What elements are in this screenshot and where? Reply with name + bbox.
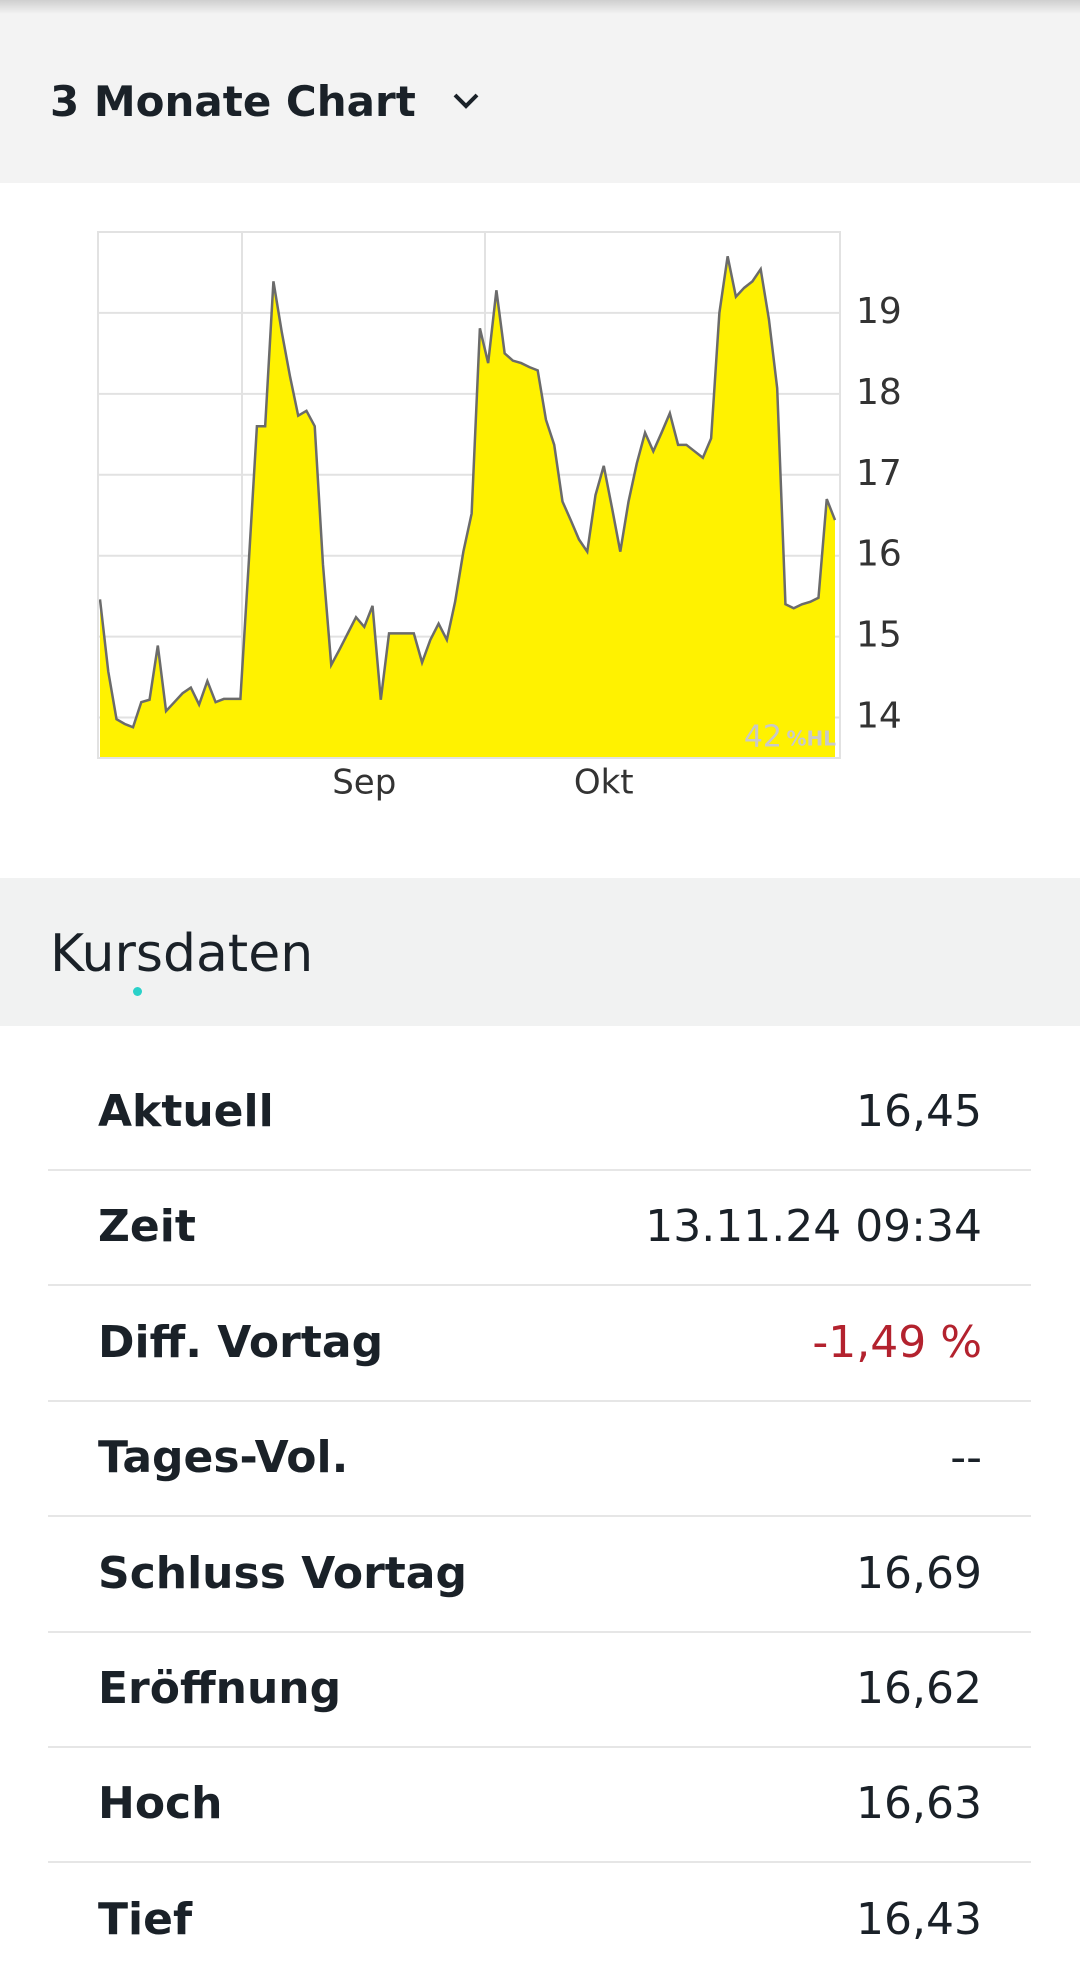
table-row: Tages-Vol. -- xyxy=(48,1400,1031,1518)
y-tick-label: 15 xyxy=(856,615,902,656)
row-value: -- xyxy=(950,1432,982,1484)
plot-border xyxy=(97,231,841,759)
table-row: Eröffnung 16,62 xyxy=(48,1631,1031,1748)
row-label: Aktuell xyxy=(98,1086,274,1137)
dropdown-icon[interactable] xyxy=(452,92,480,110)
top-shadow xyxy=(0,0,1080,14)
row-value: -1,49 % xyxy=(812,1316,982,1368)
x-tick-label: Okt xyxy=(574,763,634,803)
x-tick-label: Sep xyxy=(332,763,396,803)
table-row: Aktuell 16,45 xyxy=(48,1054,1031,1171)
header-title: 3 Monate Chart xyxy=(50,77,416,126)
y-tick-label: 18 xyxy=(856,372,902,413)
watermark-value: 42 xyxy=(744,720,782,755)
chart: 14 15 16 17 18 19 Sep Okt 42 %HL xyxy=(97,231,902,803)
table-row: Zeit 13.11.24 09:34 xyxy=(48,1169,1031,1287)
row-label: Schluss Vortag xyxy=(98,1547,467,1599)
y-tick-label: 16 xyxy=(856,534,902,575)
y-tick-label: 17 xyxy=(856,453,902,494)
row-label: Eröffnung xyxy=(98,1663,342,1714)
row-label: Tief xyxy=(98,1893,193,1945)
y-tick-label: 19 xyxy=(856,291,902,332)
table-row: Diff. Vortag -1,49 % xyxy=(48,1285,1031,1402)
row-label: Hoch xyxy=(98,1778,223,1830)
table-row: Hoch 16,63 xyxy=(48,1746,1031,1864)
row-label: Tages-Vol. xyxy=(98,1432,349,1484)
chart-header[interactable]: 3 Monate Chart xyxy=(0,14,1080,183)
table-row: Schluss Vortag 16,69 xyxy=(48,1516,1031,1633)
area xyxy=(100,256,835,758)
row-label: Zeit xyxy=(98,1201,196,1253)
y-tick-label: 14 xyxy=(856,696,902,737)
section-title: Kursdaten xyxy=(50,924,314,984)
line xyxy=(98,256,837,729)
row-label: Diff. Vortag xyxy=(98,1316,384,1368)
row-value: 16,45 xyxy=(856,1086,982,1137)
row-value: 16,62 xyxy=(856,1663,982,1714)
indicator-dot xyxy=(133,987,142,996)
watermark-unit: %HL xyxy=(786,727,836,751)
row-value: 16,69 xyxy=(856,1547,982,1599)
row-value: 16,63 xyxy=(856,1778,982,1830)
row-value: 16,43 xyxy=(856,1893,982,1945)
table-row: Tief 16,43 xyxy=(48,1862,1031,1977)
section-header: Kursdaten xyxy=(0,878,1080,1026)
row-value: 13.11.24 09:34 xyxy=(645,1201,982,1253)
